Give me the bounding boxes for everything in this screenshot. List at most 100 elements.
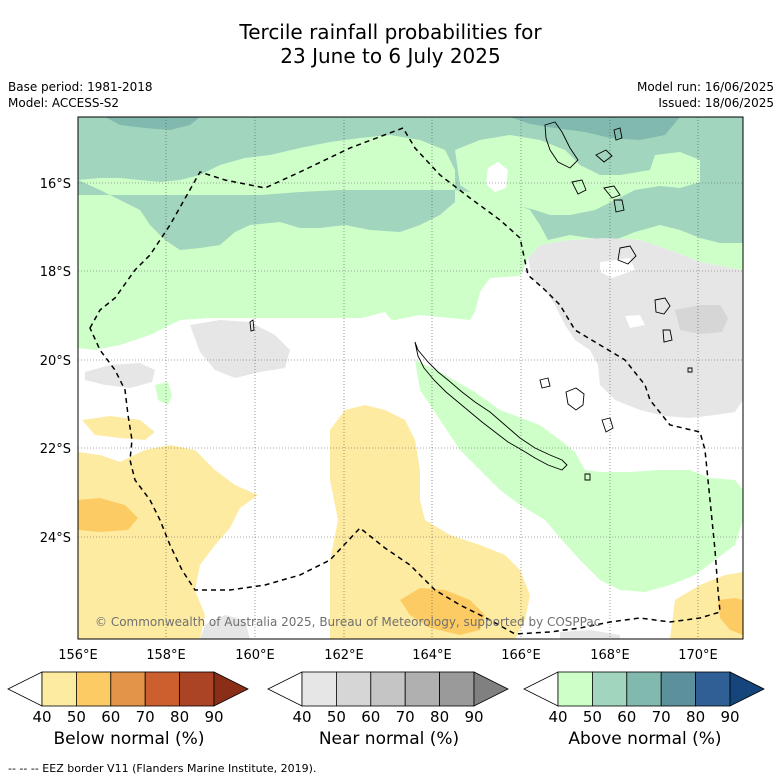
below-normal-colorbar-high-triangle (213, 671, 249, 707)
new-caledonia-coastline (414, 341, 568, 471)
near-normal-colorbar: 40 50 60 70 80 90 (267, 671, 509, 726)
below-normal-colorbar-tick-label: 90 (204, 708, 223, 726)
vanuatu-coastline-2 (595, 149, 613, 163)
below-normal-colorbar-tick-label: 70 (136, 708, 155, 726)
above-normal-colorbar-tick-label: 60 (617, 708, 636, 726)
longitude-labels: 156°E 158°E 160°E 162°E 164°E 166°E 168°… (58, 648, 718, 663)
above-normal-colorbar-segment (660, 671, 697, 707)
below-normal-colorbar-low-triangle (7, 671, 43, 707)
near-normal-colorbar-tick-label: 70 (396, 708, 415, 726)
above-normal-60-lower (78, 180, 455, 250)
eez-footer-note: -- -- -- EEZ border V11 (Flanders Marine… (8, 762, 317, 775)
near-normal-colorbar-tick-label: 90 (464, 708, 483, 726)
below-normal-colorbar-segment (144, 671, 180, 707)
loyalty-islands-coastline-3 (601, 417, 614, 433)
lat-label: 20°S (40, 354, 71, 369)
below-normal-colorbar-segment (110, 671, 146, 707)
above-normal-colorbar-low-triangle (523, 671, 559, 707)
near-normal-50-west (190, 320, 290, 378)
above-normal-70-sw (105, 117, 200, 130)
vanuatu-coastline-1 (544, 121, 579, 169)
vanuatu-coastline-9 (662, 329, 673, 343)
below-normal-colorbar-segment (41, 671, 77, 707)
lon-label: 168°E (590, 648, 630, 663)
lat-label: 16°S (40, 177, 71, 192)
vanuatu-coastline-5 (613, 199, 625, 213)
near-normal-50-south (200, 615, 250, 639)
lon-label: 170°E (678, 648, 718, 663)
below-normal-colorbar-tick-label: 40 (32, 708, 51, 726)
loyalty-islands-coastline-2 (539, 377, 551, 389)
near-normal-colorbar-low-triangle (267, 671, 303, 707)
issued-date: Issued: 18/06/2025 (658, 96, 774, 110)
latitude-labels: 16°S 18°S 20°S 22°S 24°S (40, 177, 71, 546)
above-normal-40-notch (486, 162, 508, 192)
lon-label: 158°E (146, 648, 186, 663)
small-island-2 (584, 473, 591, 481)
below-normal-colorbar-segment (179, 671, 215, 707)
lon-label: 164°E (412, 648, 452, 663)
copyright-text: © Commonwealth of Australia 2025, Bureau… (95, 615, 600, 629)
near-normal-50-south2 (560, 630, 620, 639)
vanuatu-coastline-6 (617, 245, 637, 265)
below-normal-legend-label: Below normal (%) (53, 729, 205, 749)
above-normal-60-north (455, 135, 700, 215)
white-gap-2 (625, 315, 645, 328)
below-normal-colorbar-tick-label: 50 (67, 708, 86, 726)
lat-label: 24°S (40, 531, 71, 546)
near-normal-colorbar-segment (335, 671, 372, 707)
vanuatu-coastline-4 (603, 185, 621, 199)
small-island-3 (687, 367, 693, 373)
lat-label: 22°S (40, 442, 71, 457)
vanuatu-coastline-7 (613, 127, 623, 141)
near-normal-50-west2 (85, 363, 155, 388)
above-normal-colorbar-segment (695, 671, 731, 707)
below-normal-60-central (400, 588, 485, 635)
above-normal-colorbar-high-triangle (729, 671, 765, 707)
below-normal-colorbar-tick-label: 80 (170, 708, 189, 726)
near-normal-colorbar-high-triangle (473, 671, 509, 707)
lon-label: 156°E (58, 648, 98, 663)
vanuatu-coastline-3 (571, 179, 587, 195)
base-period: Base period: 1981-2018 (8, 80, 153, 94)
loyalty-islands-coastline (565, 387, 585, 411)
near-normal-colorbar-segment (439, 671, 475, 707)
above-normal-colorbar: 40 50 60 70 80 90 (523, 671, 765, 726)
near-normal-colorbar-segment (370, 671, 406, 707)
lon-label: 162°E (324, 648, 364, 663)
colorbars: 40 50 60 70 80 90 40 50 60 70 80 90 40 50 60 70 80 90 (7, 671, 765, 726)
above-normal-colorbar-tick-label: 40 (548, 708, 567, 726)
lat-label: 18°S (40, 265, 71, 280)
above-normal-colorbar-tick-label: 90 (720, 708, 739, 726)
lon-label: 166°E (501, 648, 541, 663)
near-normal-legend-label: Near normal (%) (318, 729, 460, 749)
above-normal-colorbar-tick-label: 50 (583, 708, 602, 726)
gridlines (78, 117, 743, 639)
near-normal-colorbar-tick-label: 60 (361, 708, 380, 726)
below-normal-colorbar-segment (76, 671, 112, 707)
lon-label: 160°E (235, 648, 275, 663)
above-normal-legend-label: Above normal (%) (568, 729, 722, 749)
title-line-1: Tercile rainfall probabilities for (239, 20, 542, 44)
map-plot-area: © Commonwealth of Australia 2025, Bureau… (78, 117, 743, 639)
title-line-2: 23 June to 6 July 2025 (280, 44, 501, 68)
model-name: Model: ACCESS-S2 (8, 96, 120, 110)
near-normal-colorbar-tick-label: 40 (292, 708, 311, 726)
below-normal-50-central (330, 405, 530, 639)
above-normal-colorbar-tick-label: 80 (686, 708, 705, 726)
vanuatu-coastline-8 (654, 297, 671, 315)
near-normal-60-east (675, 305, 728, 334)
above-normal-50-west (155, 382, 172, 405)
below-normal-colorbar-tick-label: 60 (101, 708, 120, 726)
white-gap-1 (362, 312, 395, 334)
eez-border (89, 127, 721, 635)
near-normal-colorbar-tick-label: 80 (430, 708, 449, 726)
small-island-1 (249, 319, 255, 332)
above-normal-colorbar-segment (592, 671, 628, 707)
below-normal-60-west (78, 498, 138, 532)
above-normal-colorbar-tick-label: 70 (652, 708, 671, 726)
model-run: Model run: 16/06/2025 (636, 80, 774, 94)
near-normal-50-east (528, 238, 743, 418)
near-normal-colorbar-segment (404, 671, 441, 707)
